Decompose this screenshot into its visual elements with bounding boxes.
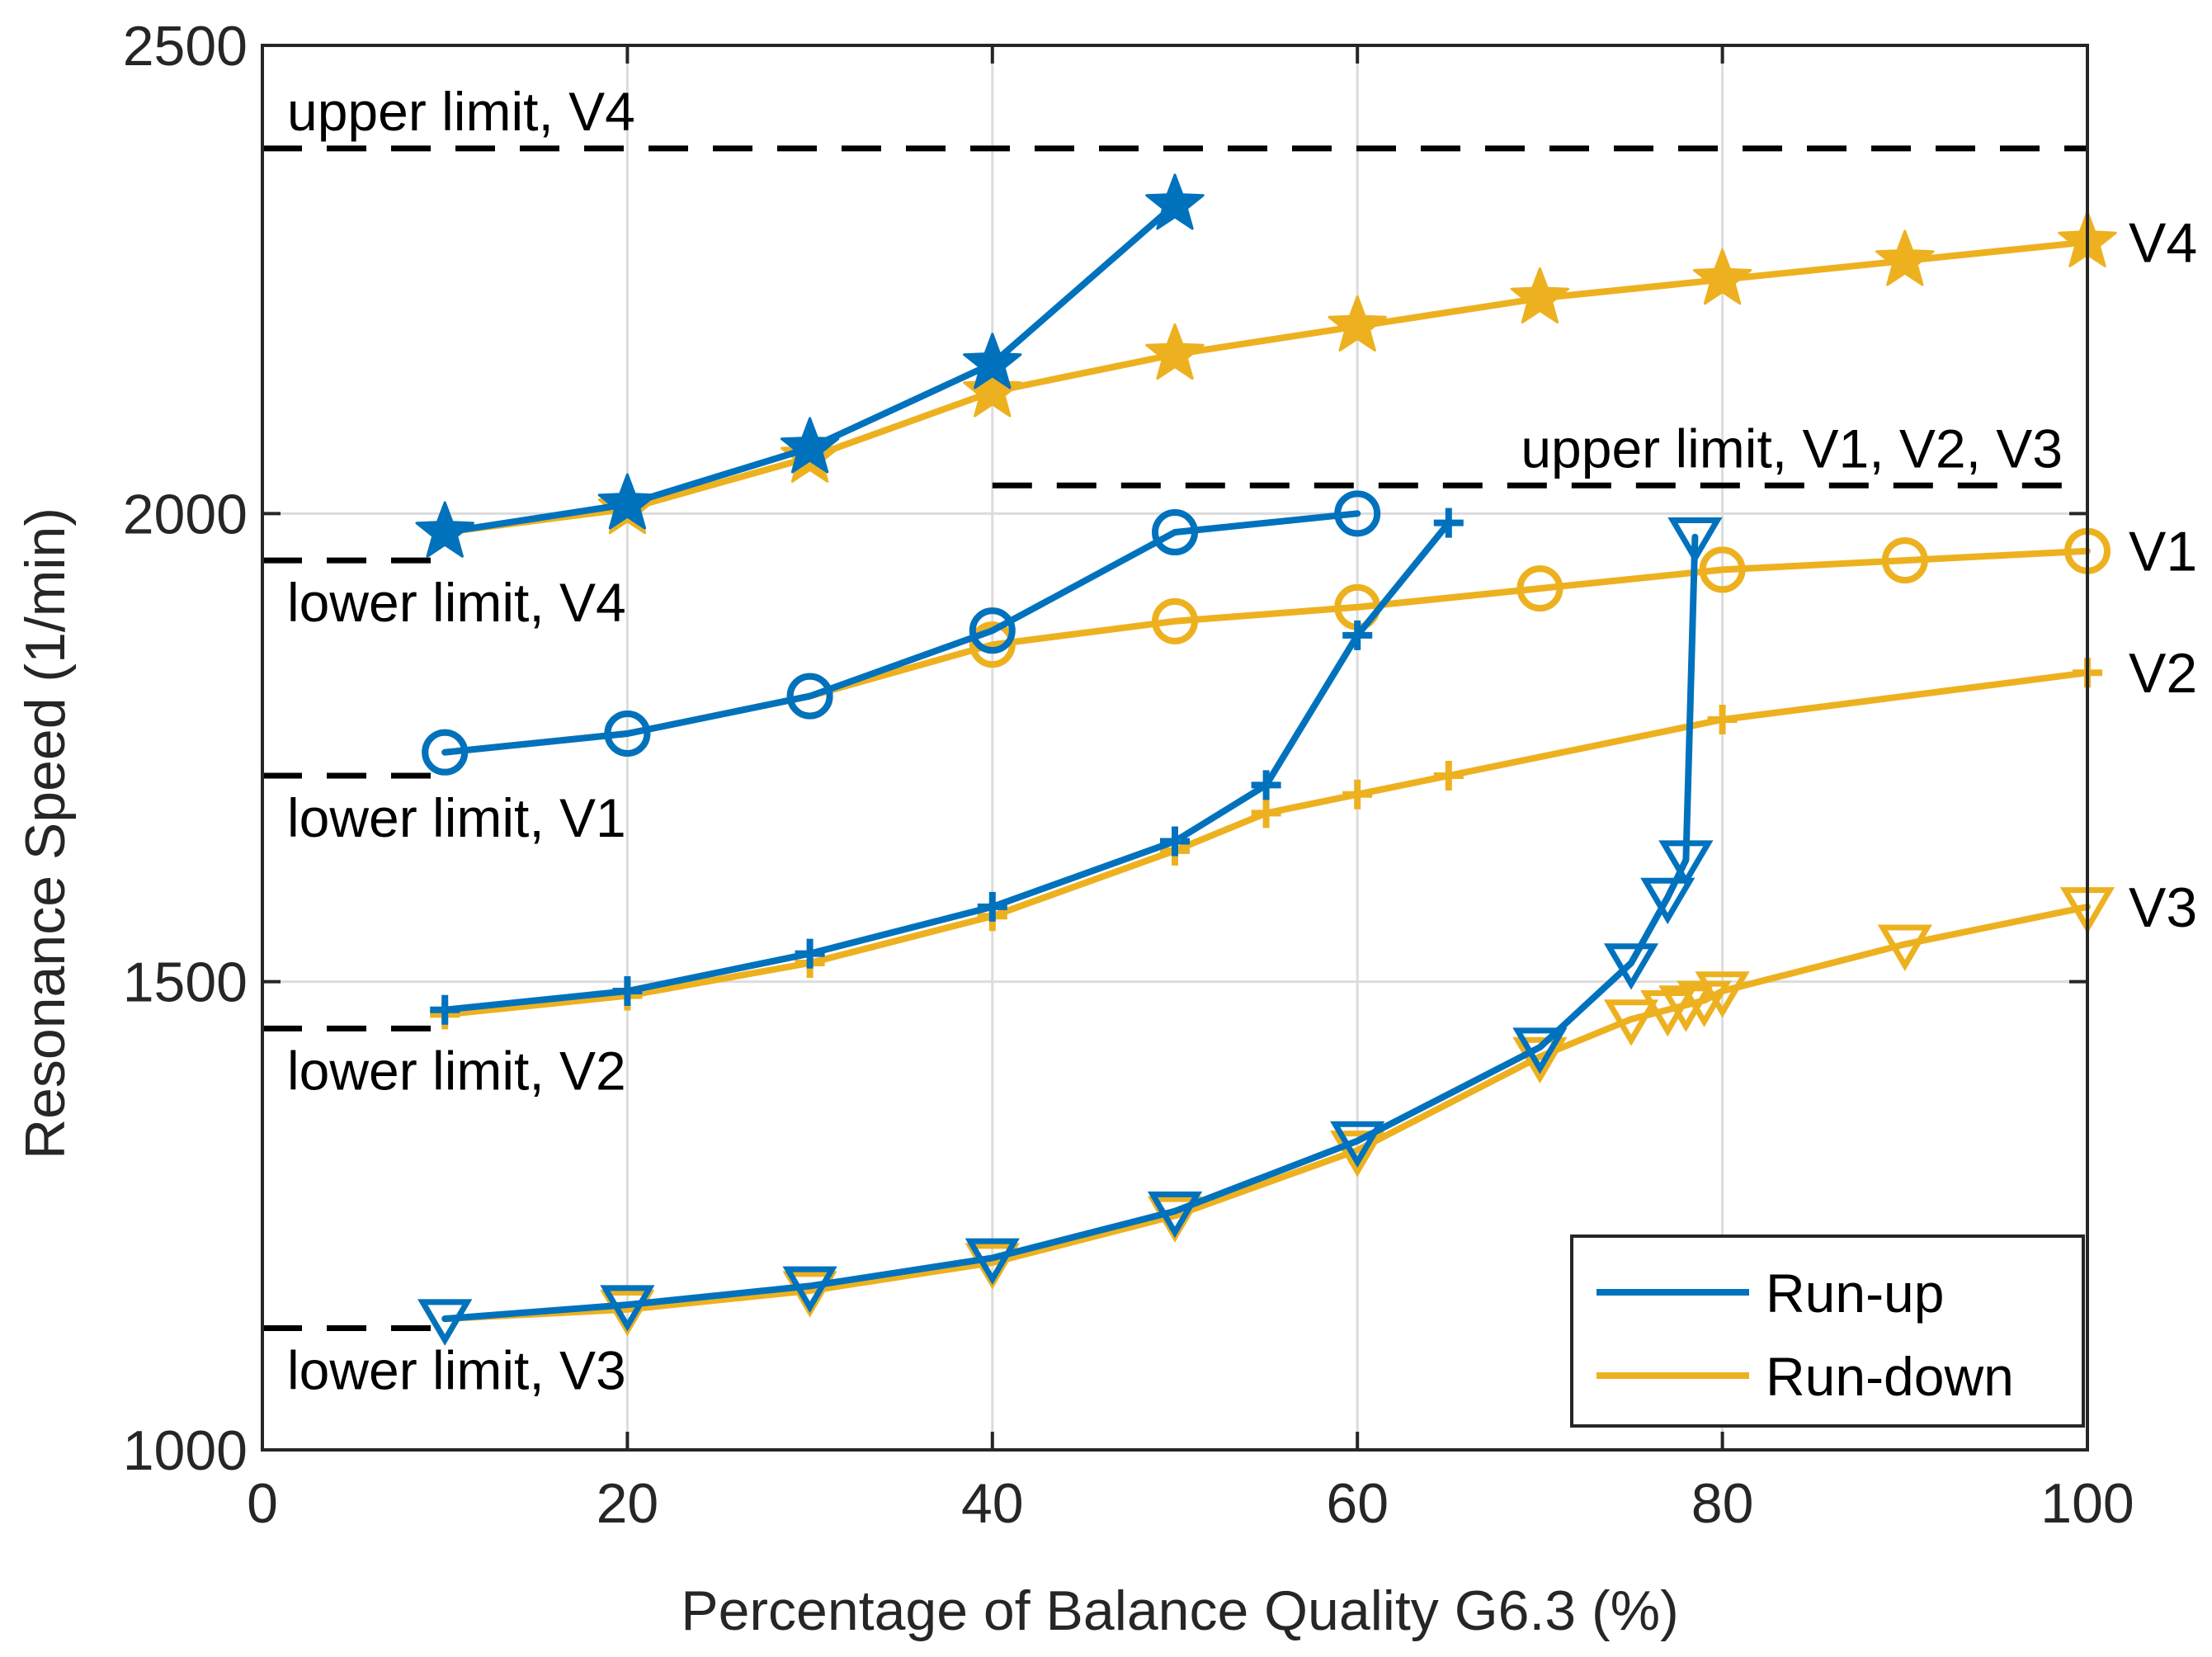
data-point-marker xyxy=(963,333,1022,389)
limit-label: upper limit, V1, V2, V3 xyxy=(1521,418,2063,479)
data-point-marker xyxy=(1658,840,1714,887)
series-line xyxy=(441,669,2091,1018)
data-point-marker xyxy=(1516,565,1563,612)
series-end-label: V4 xyxy=(2129,211,2197,274)
series-v3-run-up xyxy=(417,517,1723,1346)
y-tick-label: 2000 xyxy=(123,483,248,545)
data-point-marker xyxy=(1877,924,1932,971)
y-tick-label: 1000 xyxy=(123,1419,248,1482)
data-point-marker xyxy=(1667,517,1723,564)
data-point-marker xyxy=(1145,173,1205,230)
data-point-marker xyxy=(1330,1121,1385,1168)
limit-label: upper limit, V4 xyxy=(287,81,635,142)
legend-label-run-down: Run-down xyxy=(1766,1346,2014,1407)
y-tick-label: 2500 xyxy=(123,15,248,78)
x-tick-label: 20 xyxy=(597,1472,659,1535)
data-point-marker xyxy=(977,891,1007,922)
data-point-marker xyxy=(417,1299,473,1346)
data-point-marker xyxy=(1145,323,1205,380)
data-point-marker xyxy=(1328,295,1387,352)
data-point-marker xyxy=(963,361,1022,418)
data-series xyxy=(415,173,2117,1346)
limit-label: lower limit, V4 xyxy=(287,572,626,633)
data-point-marker xyxy=(1699,546,1746,593)
data-point-marker xyxy=(1251,770,1281,800)
data-point-marker xyxy=(1251,798,1281,828)
x-tick-label: 40 xyxy=(961,1472,1024,1535)
series-v4-run-up xyxy=(415,173,1205,558)
legend-box xyxy=(1570,1234,2085,1428)
data-point-marker xyxy=(782,1266,837,1313)
data-point-marker xyxy=(1152,597,1198,644)
series-v1-run-up xyxy=(422,490,1381,776)
series-line xyxy=(441,533,1699,1323)
x-tick-label: 60 xyxy=(1326,1472,1389,1535)
y-axis-label: Resonance Speed (1/min) xyxy=(14,507,77,1159)
x-tick-label: 0 xyxy=(247,1472,278,1535)
data-point-marker xyxy=(1692,248,1752,305)
data-point-marker xyxy=(969,607,1016,654)
data-point-marker xyxy=(1160,826,1190,857)
data-point-marker xyxy=(795,938,825,969)
data-point-marker xyxy=(1640,877,1696,925)
data-point-marker xyxy=(600,1285,655,1332)
plot-frame xyxy=(261,44,2089,1452)
data-point-marker xyxy=(1510,267,1570,323)
data-point-marker xyxy=(780,417,840,474)
data-point-marker xyxy=(1881,537,1928,584)
data-point-marker xyxy=(422,729,469,776)
data-point-marker xyxy=(430,994,460,1025)
data-point-marker xyxy=(1695,971,1750,1018)
data-point-marker xyxy=(1433,761,1464,791)
y-tick-label: 1500 xyxy=(123,951,248,1014)
data-point-marker xyxy=(1512,1036,1568,1083)
limit-label: lower limit, V2 xyxy=(287,1040,626,1101)
legend-label-run-up: Run-up xyxy=(1766,1263,1944,1324)
series-line xyxy=(441,519,1452,1013)
series-end-labels: V4 V1 V2 V3 xyxy=(2129,211,2197,939)
data-point-marker xyxy=(965,1238,1020,1285)
data-point-marker xyxy=(597,473,658,530)
axis-ticks: 0 20 40 60 80 100 1000 1500 2000 2500 xyxy=(123,15,2134,1535)
data-point-marker xyxy=(1875,229,1935,286)
x-axis-label: Percentage of Balance Quality G6.3 (%) xyxy=(681,1579,1679,1642)
x-tick-label: 80 xyxy=(1691,1472,1754,1535)
series-line xyxy=(441,238,2091,536)
limit-lines: upper limit, V4 upper limit, V1, V2, V3 lo… xyxy=(262,81,2087,1400)
limit-label: lower limit, V1 xyxy=(287,787,626,848)
legend: Run-up Run-down xyxy=(1570,1234,2085,1428)
series-line xyxy=(441,510,1361,756)
data-point-marker xyxy=(1707,704,1738,734)
x-tick-label: 100 xyxy=(2040,1472,2134,1535)
data-point-marker xyxy=(1603,999,1659,1046)
data-point-marker xyxy=(1603,943,1659,990)
data-point-marker xyxy=(604,710,651,757)
series-end-label: V1 xyxy=(2129,521,2197,583)
data-point-marker xyxy=(1433,507,1464,538)
data-point-marker xyxy=(612,976,643,1007)
data-point-marker xyxy=(1330,1131,1385,1178)
data-point-marker xyxy=(969,621,1016,668)
data-point-marker xyxy=(1512,1027,1568,1074)
data-point-marker xyxy=(1342,779,1373,810)
series-end-label: V3 xyxy=(2129,876,2197,939)
data-point-marker xyxy=(786,673,833,720)
data-point-marker xyxy=(415,501,474,558)
series-end-label: V2 xyxy=(2129,642,2197,705)
data-point-marker xyxy=(1147,1191,1203,1239)
data-point-marker xyxy=(1152,509,1198,556)
series-v2-run-up xyxy=(430,507,1464,1025)
limit-label: lower limit, V3 xyxy=(287,1339,626,1400)
data-point-marker xyxy=(1334,490,1381,537)
data-point-marker xyxy=(1342,620,1373,650)
